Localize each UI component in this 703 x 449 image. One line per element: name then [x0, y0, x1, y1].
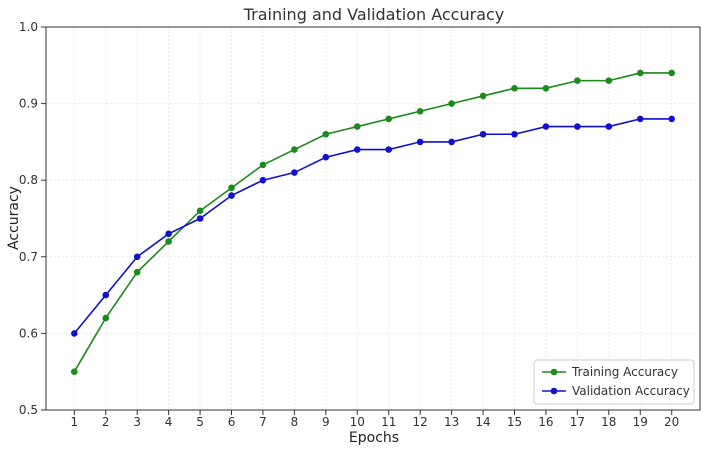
data-point-validation	[385, 146, 393, 153]
data-point-training	[70, 368, 78, 376]
series-line-validation	[73, 118, 672, 334]
data-point-validation	[259, 176, 267, 184]
y-axis-ticks: 0.5 0.6 0.7 0.8 0.9 1.0	[19, 20, 46, 417]
data-point-validation	[574, 123, 581, 130]
data-point-validation	[322, 153, 330, 161]
data-point-validation	[133, 253, 141, 261]
data-point-validation	[102, 291, 110, 299]
data-point-training	[511, 84, 518, 92]
data-point-training	[291, 146, 298, 153]
x-tick-label: 9	[322, 415, 330, 429]
y-tick-label: 0.7	[19, 250, 38, 264]
x-tick-label: 12	[413, 415, 428, 429]
legend-label-validation: Validation Accuracy	[572, 384, 690, 398]
y-tick-label: 0.5	[19, 403, 38, 417]
x-tick-label: 7	[259, 415, 267, 429]
x-tick-label: 4	[165, 415, 173, 429]
x-tick-label: 11	[381, 415, 396, 429]
x-tick-label: 17	[570, 415, 585, 429]
data-point-validation	[511, 130, 518, 138]
x-tick-label: 15	[507, 415, 522, 429]
x-tick-label: 6	[228, 415, 236, 429]
data-point-validation	[636, 115, 644, 123]
data-point-validation	[479, 130, 487, 138]
data-point-training	[542, 84, 550, 92]
data-point-training	[448, 100, 455, 107]
x-tick-label: 1	[70, 415, 78, 429]
data-point-validation	[542, 123, 550, 130]
x-tick-label: 3	[133, 415, 141, 429]
x-tick-label: 14	[475, 415, 490, 429]
data-point-validation	[165, 230, 172, 238]
x-axis-ticks: 1 2 3 4 5 6 7 8 9 10 11 12 13 14 15 16 17 18 19 20	[70, 410, 679, 429]
legend-label-training: Training Accuracy	[571, 365, 678, 379]
data-point-validation	[291, 169, 298, 176]
grid-lines	[46, 26, 700, 411]
x-axis-title: Epochs	[349, 430, 399, 446]
data-point-training	[133, 268, 141, 276]
y-tick-label: 0.6	[19, 326, 38, 340]
data-point-training	[605, 77, 613, 84]
y-axis-title: Accuracy	[6, 186, 22, 250]
x-tick-label: 19	[633, 415, 648, 429]
data-point-training	[668, 69, 676, 77]
legend-marker-training	[550, 368, 558, 376]
data-point-validation	[668, 115, 676, 123]
x-tick-label: 2	[102, 415, 110, 429]
x-tick-label: 20	[664, 415, 679, 429]
data-point-training	[196, 207, 204, 215]
x-tick-label: 13	[444, 415, 459, 429]
data-point-validation	[228, 192, 235, 199]
data-point-training	[353, 123, 361, 130]
data-point-training	[636, 69, 644, 77]
data-point-training	[416, 107, 424, 115]
x-tick-label: 18	[601, 415, 616, 429]
data-point-validation	[196, 215, 204, 222]
data-point-training	[322, 130, 330, 138]
data-point-training	[385, 115, 393, 123]
data-point-training	[228, 184, 235, 192]
legend-marker-validation	[550, 387, 558, 395]
data-point-validation	[448, 138, 455, 146]
data-point-training	[479, 92, 487, 100]
x-tick-label: 16	[538, 415, 553, 429]
legend: Training Accuracy Validation Accuracy	[533, 359, 695, 405]
data-point-validation	[353, 146, 361, 153]
data-point-training	[165, 238, 172, 245]
x-tick-label: 10	[350, 415, 365, 429]
series-group	[70, 69, 676, 376]
data-point-validation	[605, 123, 613, 130]
x-tick-label: 5	[196, 415, 204, 429]
plot-frame	[45, 26, 701, 411]
y-tick-label: 1.0	[19, 20, 38, 34]
legend-box	[533, 359, 695, 405]
data-point-validation	[70, 330, 78, 337]
y-tick-label: 0.9	[19, 97, 38, 111]
x-tick-label: 8	[291, 415, 299, 429]
series-line-training	[73, 72, 672, 373]
data-point-training	[259, 161, 267, 169]
data-point-training	[574, 77, 581, 84]
chart-title: Training and Validation Accuracy	[243, 5, 505, 24]
data-point-training	[102, 314, 110, 322]
y-tick-label: 0.8	[19, 173, 38, 187]
data-point-validation	[416, 138, 424, 146]
